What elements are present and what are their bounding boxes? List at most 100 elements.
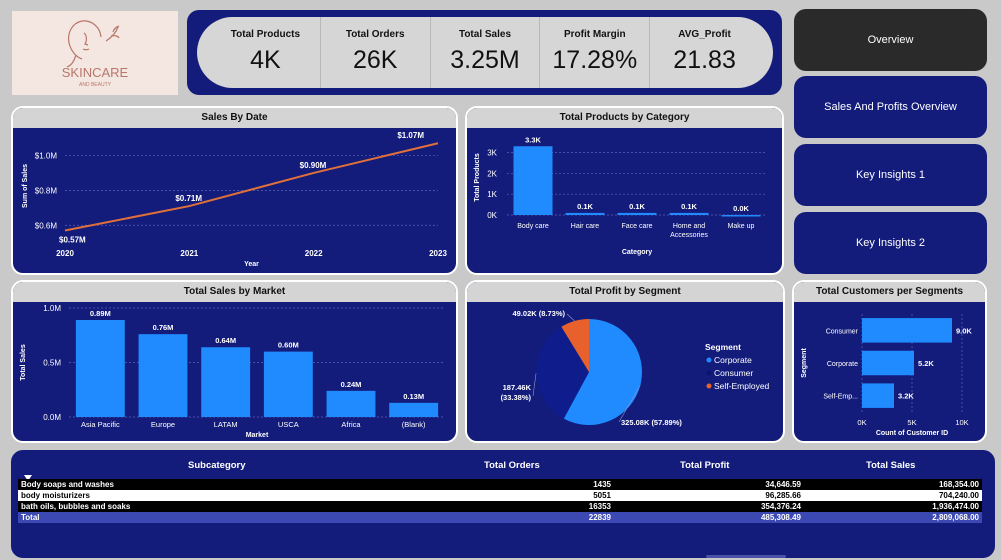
y-tick-label: $0.6M: [35, 221, 58, 230]
x-tick-label: 2022: [305, 249, 323, 258]
table-total-row: Total 22839 485,308.49 2,809,068.00: [18, 512, 982, 523]
data-label: 49.02K (8.73%): [512, 309, 565, 318]
kpi-label: Profit Margin: [563, 29, 626, 40]
sales-line: [64, 142, 439, 232]
x-tick-label: Body care: [517, 223, 549, 230]
table-cell: 34,646.59: [765, 480, 801, 489]
data-label: 3.3K: [525, 135, 541, 144]
x-tick-label: 2021: [180, 249, 198, 258]
data-label: 3.2K: [898, 392, 914, 401]
x-tick-label: 2023: [429, 249, 447, 258]
market-bar: [263, 351, 313, 417]
nav-sales-profits-button[interactable]: Sales And Profits Overview: [794, 76, 987, 138]
leader-line: [532, 373, 537, 397]
pie-slice-consumer: [536, 326, 589, 419]
kpi-label: AVG_Profit: [678, 29, 731, 40]
table-cell: 1435: [593, 480, 611, 489]
nav-key-insights-2-button[interactable]: Key Insights 2: [794, 212, 987, 274]
kpi-avg-profit: AVG_Profit 21.83: [650, 17, 759, 88]
sort-arrow-icon[interactable]: [23, 474, 33, 482]
leader-line: [566, 313, 575, 322]
table-row[interactable]: Body soaps and washes 1435 34,646.59 168…: [18, 479, 982, 490]
table-scrollbar[interactable]: [706, 555, 786, 558]
y-tick-label: 1K: [487, 190, 497, 199]
category-bar: [617, 212, 657, 215]
customers-per-segment-chart: 0K 5K 10K 9.0K Consumer 5.2K Corporate 3.2K Self…: [801, 314, 972, 437]
x-tick-label: Europe: [151, 420, 175, 429]
category-bar: [669, 212, 709, 215]
kpi-total-sales: Total Sales 3.25M: [431, 17, 541, 88]
legend-label: Corporate: [714, 355, 752, 365]
customers-per-segment-panel: Total Customers per Segments 0K 5K 10K 9.0K…: [792, 280, 987, 443]
category-bar: [513, 146, 553, 215]
data-label: $0.90M: [300, 161, 327, 170]
column-header-total-profit[interactable]: Total Profit: [680, 460, 730, 471]
data-label: 0.0K: [733, 204, 749, 213]
x-tick-label: Asia Pacific: [81, 420, 120, 429]
data-label: 0.24M: [341, 380, 362, 389]
svg-text:SKINCARE: SKINCARE: [62, 65, 129, 80]
y-tick-label: 3K: [487, 149, 497, 158]
y-axis-label: Total Products: [474, 153, 481, 202]
data-label: 5.2K: [918, 359, 934, 368]
y-tick-label: Consumer: [826, 328, 859, 335]
x-axis-label: Market: [246, 432, 269, 439]
table-cell: Total: [21, 513, 40, 522]
column-header-total-orders[interactable]: Total Orders: [484, 460, 540, 471]
kpi-value: 21.83: [673, 46, 736, 74]
nav-overview-button[interactable]: Overview: [794, 9, 987, 71]
x-tick-label: 10K: [955, 418, 968, 427]
x-tick-label: 2020: [56, 249, 74, 258]
table-cell: 5051: [593, 491, 611, 500]
pie-slice-self-employed: [561, 319, 589, 372]
kpi-label: Total Orders: [345, 29, 405, 40]
chart-title: Total Products by Category: [467, 108, 782, 128]
chart-title: Total Sales by Market: [13, 282, 456, 302]
kpi-value: 26K: [352, 46, 398, 74]
table-cell: body moisturizers: [21, 491, 90, 500]
segment-bar: [862, 350, 914, 376]
x-axis-label: Category: [622, 249, 652, 256]
legend-marker: [706, 370, 712, 376]
table-cell: 22839: [588, 513, 611, 522]
sales-by-date-panel: Sales By Date $0.6M $0.8M $1.0M 2020 2021 202…: [11, 106, 458, 275]
table-cell: 2,809,068.00: [932, 513, 979, 522]
x-tick-label: 5K: [907, 418, 916, 427]
x-tick-label: Make up: [728, 223, 755, 230]
y-tick-label: 0.0M: [43, 413, 61, 422]
data-label: $0.57M: [59, 236, 86, 245]
y-tick-label: $0.8M: [35, 186, 58, 195]
x-tick-label: Africa: [341, 420, 361, 429]
y-tick-label: Self-Emp...: [823, 394, 858, 401]
table-header: Subcategory Total Orders Total Profit To…: [18, 460, 982, 474]
table-cell: 168,354.00: [938, 480, 979, 489]
table-cell: 1,936,474.00: [932, 502, 979, 511]
data-label: $0.71M: [175, 194, 202, 203]
chart-title: Sales By Date: [13, 108, 456, 128]
legend-label: Self-Employed: [714, 381, 770, 391]
sales-by-market-panel: Total Sales by Market 0.0M 0.5M 1.0M 0.89M A…: [11, 280, 458, 443]
column-header-subcategory[interactable]: Subcategory: [188, 460, 246, 471]
column-header-total-sales[interactable]: Total Sales: [866, 460, 916, 471]
table-cell: 354,376.24: [760, 502, 801, 511]
pie-slice-corporate: [563, 319, 642, 425]
y-tick-label: $1.0M: [35, 151, 58, 160]
market-bar: [201, 347, 251, 417]
nav-key-insights-1-button[interactable]: Key Insights 1: [794, 144, 987, 206]
subcategory-table-panel: [11, 450, 995, 558]
category-bar: [565, 212, 605, 215]
data-label: 0.76M: [153, 323, 174, 332]
y-tick-label: 0.5M: [43, 359, 61, 368]
x-axis-label: Year: [244, 261, 259, 268]
y-tick-label: Corporate: [827, 361, 858, 368]
products-by-category-chart: 0K 1K 2K 3K 3.3K Body care 0.1K Hair care 0.1K Fa…: [474, 135, 767, 256]
market-bar: [326, 390, 376, 417]
leader-line: [618, 384, 641, 423]
category-bar: [721, 215, 761, 217]
profit-by-segment-chart: 325.08K (57.89%) 187.46K(33.38%) 49.02K (8…: [501, 309, 770, 427]
table-row[interactable]: bath oils, bubbles and soaks 16353 354,3…: [18, 501, 982, 512]
table-row[interactable]: body moisturizers 5051 96,285.66 704,240…: [18, 490, 982, 501]
table-cell: 16353: [588, 502, 611, 511]
table-cell: bath oils, bubbles and soaks: [21, 502, 131, 511]
data-label: 0.1K: [577, 202, 593, 211]
